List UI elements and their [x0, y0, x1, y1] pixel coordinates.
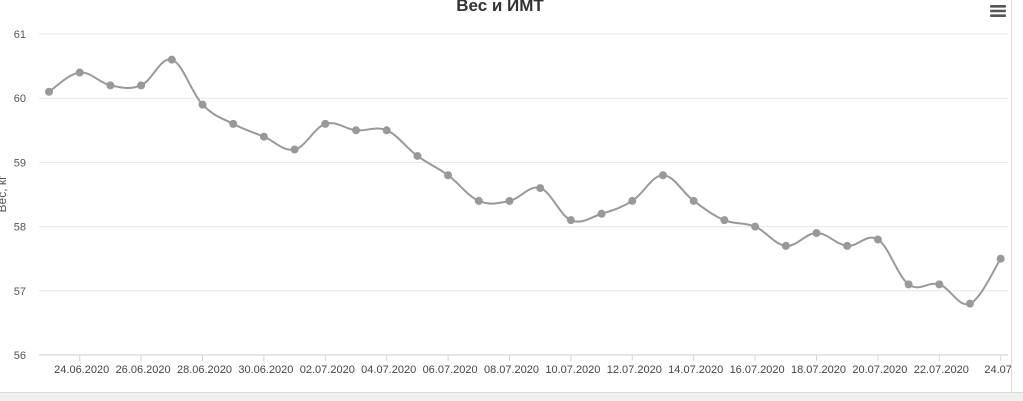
y-axis-label: Вес, кг	[0, 175, 9, 213]
x-tick-label: 06.07.2020	[423, 364, 478, 376]
data-point[interactable]	[444, 171, 453, 180]
data-point[interactable]	[566, 216, 575, 225]
hamburger-menu-icon[interactable]	[986, 2, 1010, 20]
data-point[interactable]	[751, 222, 760, 231]
y-tick-label: 61	[14, 29, 26, 41]
data-point[interactable]	[536, 184, 545, 193]
data-point[interactable]	[628, 196, 637, 205]
x-tick-label: 04.07.2020	[361, 364, 416, 376]
y-tick-label: 58	[14, 222, 26, 234]
data-point[interactable]	[352, 126, 360, 135]
x-tick-label: 20.07.2020	[852, 364, 907, 376]
data-point[interactable]	[720, 216, 729, 225]
y-tick-label: 59	[14, 157, 26, 169]
panel-border	[1011, 0, 1012, 392]
x-tick-label: 22.07.2020	[914, 364, 969, 376]
data-point[interactable]	[781, 241, 790, 250]
data-point[interactable]	[198, 100, 207, 109]
data-point[interactable]	[689, 196, 698, 205]
data-point[interactable]	[474, 196, 483, 205]
data-point[interactable]	[75, 68, 84, 77]
y-tick-label: 57	[14, 286, 26, 298]
data-point[interactable]	[106, 81, 115, 90]
y-tick-label: 56	[14, 350, 26, 362]
data-point[interactable]	[904, 280, 913, 289]
x-tick-label: 16.07.2020	[730, 364, 785, 376]
x-tick-label: 02.07.2020	[300, 364, 355, 376]
data-point[interactable]	[505, 196, 514, 205]
series-weight	[45, 55, 1005, 308]
data-point[interactable]	[229, 119, 238, 128]
data-point[interactable]	[321, 119, 330, 128]
data-point[interactable]	[382, 126, 391, 135]
y-tick-label: 60	[14, 93, 26, 105]
x-tick-label: 28.06.2020	[177, 364, 232, 376]
x-tick-label: 24.06.2020	[54, 364, 109, 376]
data-point[interactable]	[167, 55, 176, 64]
chart-title: Вес и ИМТ	[456, 0, 544, 15]
bottom-strip	[0, 392, 1023, 401]
data-point[interactable]	[935, 280, 944, 289]
grid-lines	[39, 33, 1008, 356]
data-point[interactable]	[812, 229, 821, 238]
data-point[interactable]	[843, 241, 852, 250]
data-point[interactable]	[45, 87, 53, 96]
y-axis-ticks: 56 57 58 59 60 61	[14, 29, 26, 362]
x-axis: 24.06.2020 26.06.2020 28.06.2020 30.06.2020…	[54, 355, 1011, 376]
data-point[interactable]	[290, 145, 299, 154]
data-point[interactable]	[597, 209, 606, 218]
plot-area: 56 57 58 59 60 61 Вес, кг 24.06.2020 26.06.202…	[0, 29, 1011, 376]
x-tick-label: 24.07...	[984, 364, 1011, 376]
data-point[interactable]	[413, 151, 422, 160]
data-point[interactable]	[137, 81, 146, 90]
x-tick-label: 08.07.2020	[484, 364, 539, 376]
x-tick-label: 30.06.2020	[238, 364, 293, 376]
x-tick-label: 26.06.2020	[116, 364, 171, 376]
x-tick-label: 18.07.2020	[791, 364, 846, 376]
data-point[interactable]	[966, 299, 974, 308]
series-line	[48, 58, 1002, 306]
data-point[interactable]	[659, 171, 667, 180]
x-tick-label: 10.07.2020	[545, 364, 600, 376]
data-point[interactable]	[996, 254, 1005, 263]
x-tick-label: 12.07.2020	[607, 364, 662, 376]
data-point[interactable]	[259, 132, 268, 141]
data-point[interactable]	[873, 235, 882, 244]
x-tick-label: 14.07.2020	[668, 364, 723, 376]
